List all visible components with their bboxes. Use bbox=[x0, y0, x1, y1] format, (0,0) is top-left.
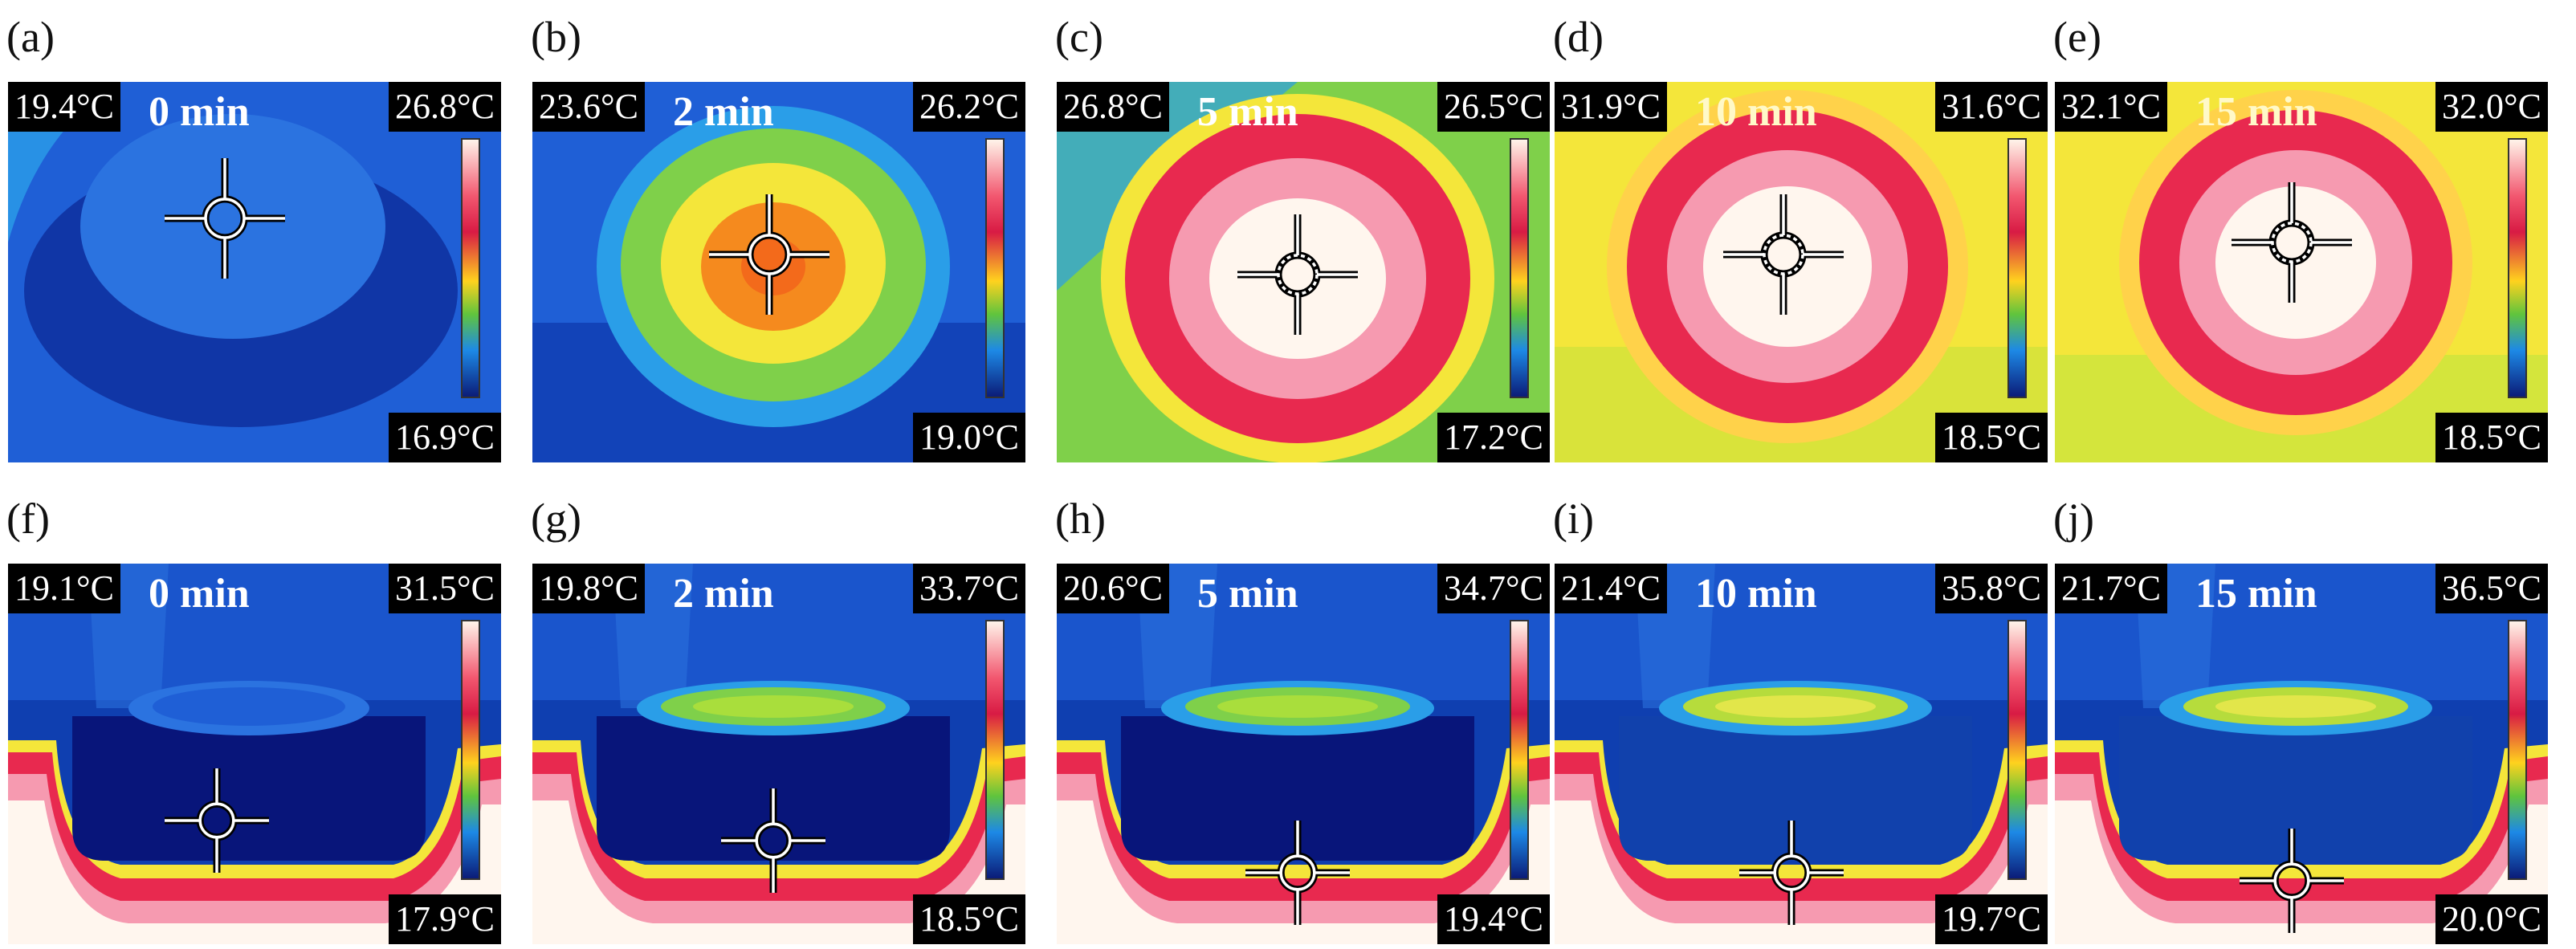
thermal-image: 21.4°C 10 min 35.8°C 19.7°C bbox=[1555, 564, 2048, 944]
time-label: 0 min bbox=[149, 571, 250, 617]
max-temperature-label: 31.6°C bbox=[1935, 82, 2048, 132]
min-temperature-label: 16.9°C bbox=[389, 413, 501, 462]
crosshair-marker bbox=[2240, 829, 2344, 933]
panel-label: (h) bbox=[1055, 495, 1106, 543]
min-temperature-label: 17.9°C bbox=[389, 894, 501, 944]
spot-temperature-label: 19.1°C bbox=[8, 564, 120, 613]
time-label: 5 min bbox=[1197, 89, 1298, 135]
max-temperature-label: 33.7°C bbox=[913, 564, 1025, 613]
thermal-scene bbox=[8, 82, 501, 462]
panel-label: (g) bbox=[531, 495, 581, 543]
time-label: 10 min bbox=[1695, 89, 1817, 135]
min-temperature-label: 19.0°C bbox=[913, 413, 1025, 462]
crosshair-marker bbox=[2232, 182, 2352, 303]
panel-label: (i) bbox=[1553, 495, 1594, 543]
panel-label: (j) bbox=[2053, 495, 2094, 543]
color-scale-bar bbox=[1510, 620, 1529, 880]
color-scale-bar bbox=[1510, 138, 1529, 398]
min-temperature-label: 19.7°C bbox=[1935, 894, 2048, 944]
thermal-scene bbox=[532, 82, 1025, 462]
thermal-image: 21.7°C 15 min 36.5°C 20.0°C bbox=[2055, 564, 2548, 944]
spot-temperature-label: 32.1°C bbox=[2055, 82, 2167, 132]
color-scale-bar bbox=[985, 620, 1005, 880]
spot-temperature-label: 19.4°C bbox=[8, 82, 120, 132]
time-label: 15 min bbox=[2195, 571, 2317, 617]
color-scale-bar bbox=[2508, 620, 2527, 880]
time-label: 10 min bbox=[1695, 571, 1817, 617]
thermal-image: 19.1°C 0 min 31.5°C 17.9°C bbox=[8, 564, 501, 944]
color-scale-bar bbox=[2007, 138, 2027, 398]
spot-temperature-label: 21.4°C bbox=[1555, 564, 1667, 613]
thermal-image: 19.4°C 0 min 26.8°C 16.9°C bbox=[8, 82, 501, 462]
thermal-scene bbox=[2055, 564, 2548, 944]
spot-temperature-label: 21.7°C bbox=[2055, 564, 2167, 613]
color-scale-bar bbox=[461, 138, 480, 398]
panel-label: (f) bbox=[6, 495, 50, 543]
color-scale-bar bbox=[2508, 138, 2527, 398]
color-scale-bar bbox=[2007, 620, 2027, 880]
thermal-scene bbox=[1057, 564, 1550, 944]
time-label: 0 min bbox=[149, 89, 250, 135]
thermal-scene bbox=[1555, 82, 2048, 462]
thermal-scene bbox=[8, 564, 501, 944]
min-temperature-label: 20.0°C bbox=[2435, 894, 2548, 944]
max-temperature-label: 35.8°C bbox=[1935, 564, 2048, 613]
time-label: 2 min bbox=[673, 89, 774, 135]
thermal-scene bbox=[532, 564, 1025, 944]
spot-temperature-label: 31.9°C bbox=[1555, 82, 1667, 132]
max-temperature-label: 26.8°C bbox=[389, 82, 501, 132]
thermal-scene bbox=[1555, 564, 2048, 944]
panel-label: (a) bbox=[6, 13, 55, 61]
min-temperature-label: 18.5°C bbox=[2435, 413, 2548, 462]
thermal-image: 19.8°C 2 min 33.7°C 18.5°C bbox=[532, 564, 1025, 944]
color-scale-bar bbox=[985, 138, 1005, 398]
crosshair-marker bbox=[709, 194, 829, 315]
max-temperature-label: 26.5°C bbox=[1437, 82, 1550, 132]
max-temperature-label: 31.5°C bbox=[389, 564, 501, 613]
thermal-image: 31.9°C 10 min 31.6°C 18.5°C bbox=[1555, 82, 2048, 462]
panel-label: (e) bbox=[2053, 13, 2101, 61]
min-temperature-label: 19.4°C bbox=[1437, 894, 1550, 944]
panel-label: (d) bbox=[1553, 13, 1604, 61]
panel-label: (b) bbox=[531, 13, 581, 61]
spot-temperature-label: 26.8°C bbox=[1057, 82, 1169, 132]
time-label: 5 min bbox=[1197, 571, 1298, 617]
thermal-scene bbox=[1057, 82, 1550, 462]
crosshair-marker bbox=[1723, 194, 1844, 315]
crosshair-marker bbox=[1739, 821, 1844, 925]
crosshair-marker bbox=[721, 788, 825, 893]
color-scale-bar bbox=[461, 620, 480, 880]
thermal-image: 23.6°C 2 min 26.2°C 19.0°C bbox=[532, 82, 1025, 462]
spot-temperature-label: 23.6°C bbox=[532, 82, 645, 132]
max-temperature-label: 34.7°C bbox=[1437, 564, 1550, 613]
max-temperature-label: 26.2°C bbox=[913, 82, 1025, 132]
crosshair-marker bbox=[1237, 214, 1358, 335]
crosshair-marker bbox=[165, 768, 269, 873]
thermal-scene bbox=[2055, 82, 2548, 462]
time-label: 15 min bbox=[2195, 89, 2317, 135]
thermal-image: 26.8°C 5 min 26.5°C 17.2°C bbox=[1057, 82, 1550, 462]
min-temperature-label: 18.5°C bbox=[913, 894, 1025, 944]
min-temperature-label: 17.2°C bbox=[1437, 413, 1550, 462]
panel-label: (c) bbox=[1055, 13, 1103, 61]
min-temperature-label: 18.5°C bbox=[1935, 413, 2048, 462]
spot-temperature-label: 19.8°C bbox=[532, 564, 645, 613]
time-label: 2 min bbox=[673, 571, 774, 617]
thermal-image: 32.1°C 15 min 32.0°C 18.5°C bbox=[2055, 82, 2548, 462]
max-temperature-label: 36.5°C bbox=[2435, 564, 2548, 613]
spot-temperature-label: 20.6°C bbox=[1057, 564, 1169, 613]
max-temperature-label: 32.0°C bbox=[2435, 82, 2548, 132]
crosshair-marker bbox=[1245, 821, 1350, 925]
crosshair-marker bbox=[165, 158, 285, 279]
thermal-image: 20.6°C 5 min 34.7°C 19.4°C bbox=[1057, 564, 1550, 944]
